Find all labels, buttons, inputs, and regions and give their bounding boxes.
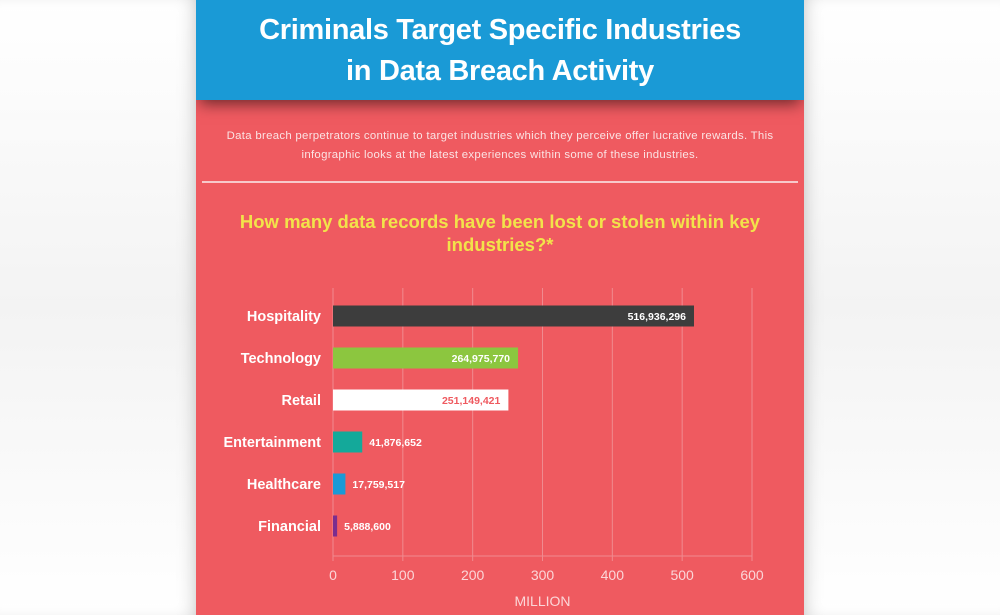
bar xyxy=(333,515,338,537)
background-right xyxy=(804,0,1000,615)
x-tick-label: 300 xyxy=(531,567,555,583)
background-left xyxy=(0,0,196,615)
value-label: 251,149,421 xyxy=(442,395,501,407)
x-tick-label: 400 xyxy=(601,567,625,583)
intro-text: Data breach perpetrators continue to tar… xyxy=(226,130,774,161)
category-label: Technology xyxy=(241,351,321,367)
x-axis-title: MILLION xyxy=(514,593,570,609)
bar xyxy=(333,431,363,453)
value-label: 516,936,296 xyxy=(628,311,687,323)
divider xyxy=(202,181,798,183)
x-tick-label: 100 xyxy=(391,567,415,583)
x-tick-label: 600 xyxy=(740,567,764,583)
header-banner: Criminals Target Specific Industries in … xyxy=(196,0,804,100)
page-title: Criminals Target Specific Industries in … xyxy=(259,14,741,87)
value-label: 5,888,600 xyxy=(344,521,391,533)
bar-chart: 0 100 200 300 400 500 600 MILLION Hospitality 516… xyxy=(224,288,764,609)
x-tick-label: 200 xyxy=(461,567,485,583)
infographic-panel: Criminals Target Specific Industries in … xyxy=(196,0,804,615)
category-label: Financial xyxy=(258,519,321,535)
bar xyxy=(333,389,509,411)
value-label: 41,876,652 xyxy=(369,437,422,449)
bar xyxy=(333,473,346,495)
category-label: Entertainment xyxy=(224,435,322,451)
chart-question: How many data records have been lost or … xyxy=(239,211,761,255)
bar xyxy=(333,347,519,369)
category-label: Hospitality xyxy=(247,309,321,325)
x-tick-label: 500 xyxy=(670,567,694,583)
bar xyxy=(333,305,694,327)
category-label: Retail xyxy=(282,393,322,409)
value-label: 17,759,517 xyxy=(352,479,405,491)
x-tick-label: 0 xyxy=(329,567,337,583)
category-label: Healthcare xyxy=(247,477,321,493)
value-label: 264,975,770 xyxy=(452,353,511,365)
